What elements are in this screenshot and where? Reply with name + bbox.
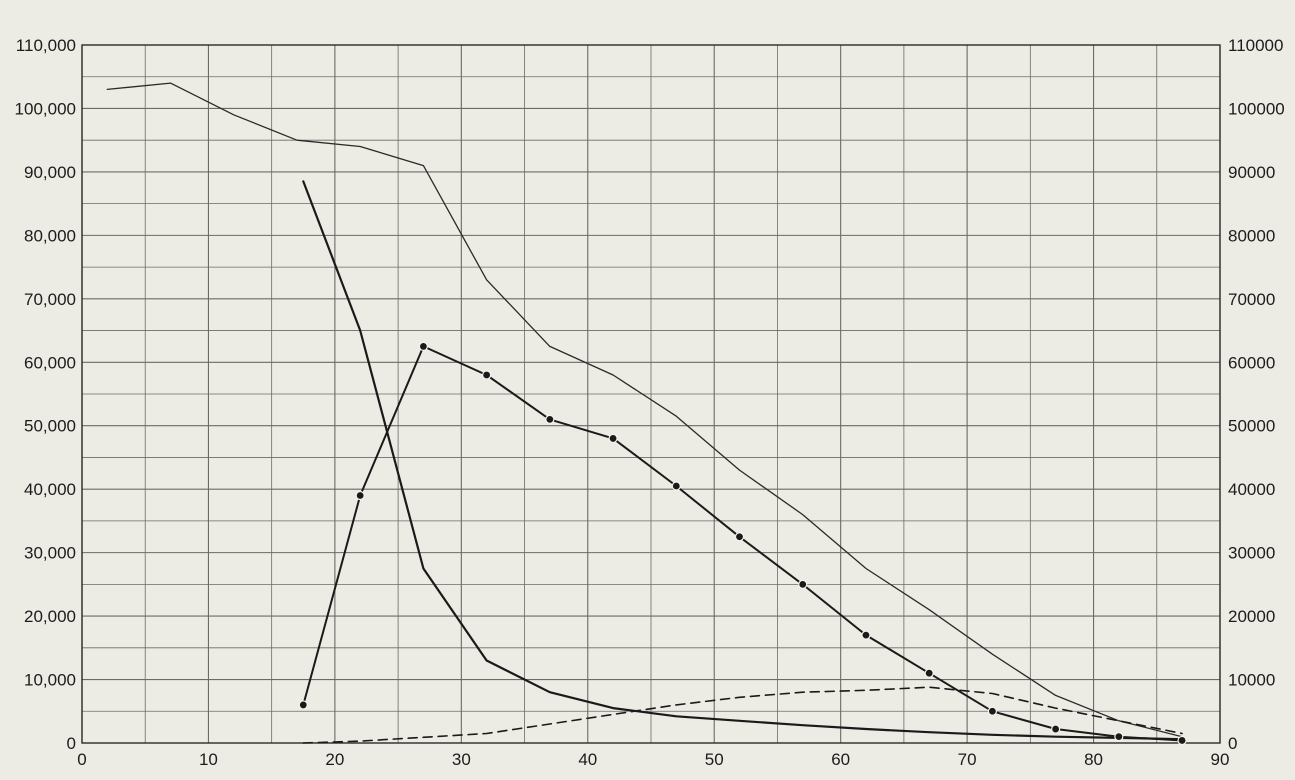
series-3-point-14 [1178, 736, 1186, 744]
series-3-point-13 [1115, 733, 1123, 741]
y-tick-label-right-70000: 70000 [1228, 290, 1275, 309]
y-tick-label-left-100000: 100,000 [15, 99, 76, 118]
series-3-point-1 [356, 492, 364, 500]
series-3-point-0 [299, 701, 307, 709]
y-tick-label-left-80000: 80,000 [24, 226, 76, 245]
x-tick-label-50: 50 [705, 750, 724, 769]
series-3-point-8 [799, 580, 807, 588]
series-3-point-4 [546, 415, 554, 423]
y-tick-label-right-10000: 10000 [1228, 671, 1275, 690]
y-tick-label-left-20000: 20,000 [24, 607, 76, 626]
y-tick-label-left-10000: 10,000 [24, 671, 76, 690]
y-tick-label-right-30000: 30000 [1228, 544, 1275, 563]
x-tick-label-90: 90 [1211, 750, 1230, 769]
series-3-point-12 [1052, 725, 1060, 733]
y-tick-label-left-90000: 90,000 [24, 163, 76, 182]
y-tick-label-left-0: 0 [67, 734, 76, 753]
x-tick-label-30: 30 [452, 750, 471, 769]
y-tick-label-left-110000: 110,000 [16, 36, 76, 55]
y-tick-label-right-110000: 110000 [1228, 36, 1283, 55]
y-tick-label-right-90000: 90000 [1228, 163, 1275, 182]
series-3-point-9 [862, 631, 870, 639]
series-3-point-11 [988, 707, 996, 715]
y-tick-label-left-70000: 70,000 [24, 290, 76, 309]
series-3-point-10 [925, 669, 933, 677]
x-tick-label-40: 40 [578, 750, 597, 769]
y-tick-label-right-100000: 100000 [1228, 99, 1285, 118]
x-tick-label-10: 10 [199, 750, 218, 769]
series-3-point-5 [609, 434, 617, 442]
series-3-point-2 [419, 342, 427, 350]
y-tick-label-right-0: 0 [1228, 734, 1237, 753]
y-tick-label-left-30000: 30,000 [24, 544, 76, 563]
y-tick-label-right-80000: 80000 [1228, 226, 1275, 245]
series-3-point-7 [736, 533, 744, 541]
y-tick-label-right-40000: 40000 [1228, 480, 1275, 499]
y-tick-label-left-60000: 60,000 [24, 353, 76, 372]
y-tick-label-right-50000: 50000 [1228, 417, 1275, 436]
y-tick-label-right-60000: 60000 [1228, 353, 1275, 372]
y-tick-label-left-50000: 50,000 [24, 417, 76, 436]
x-tick-label-70: 70 [958, 750, 977, 769]
x-tick-label-0: 0 [77, 750, 86, 769]
x-tick-label-60: 60 [831, 750, 850, 769]
x-tick-label-80: 80 [1084, 750, 1103, 769]
x-tick-label-20: 20 [325, 750, 344, 769]
series-3-point-3 [483, 371, 491, 379]
y-tick-label-right-20000: 20000 [1228, 607, 1275, 626]
series-3-point-6 [672, 482, 680, 490]
y-tick-label-left-40000: 40,000 [24, 480, 76, 499]
